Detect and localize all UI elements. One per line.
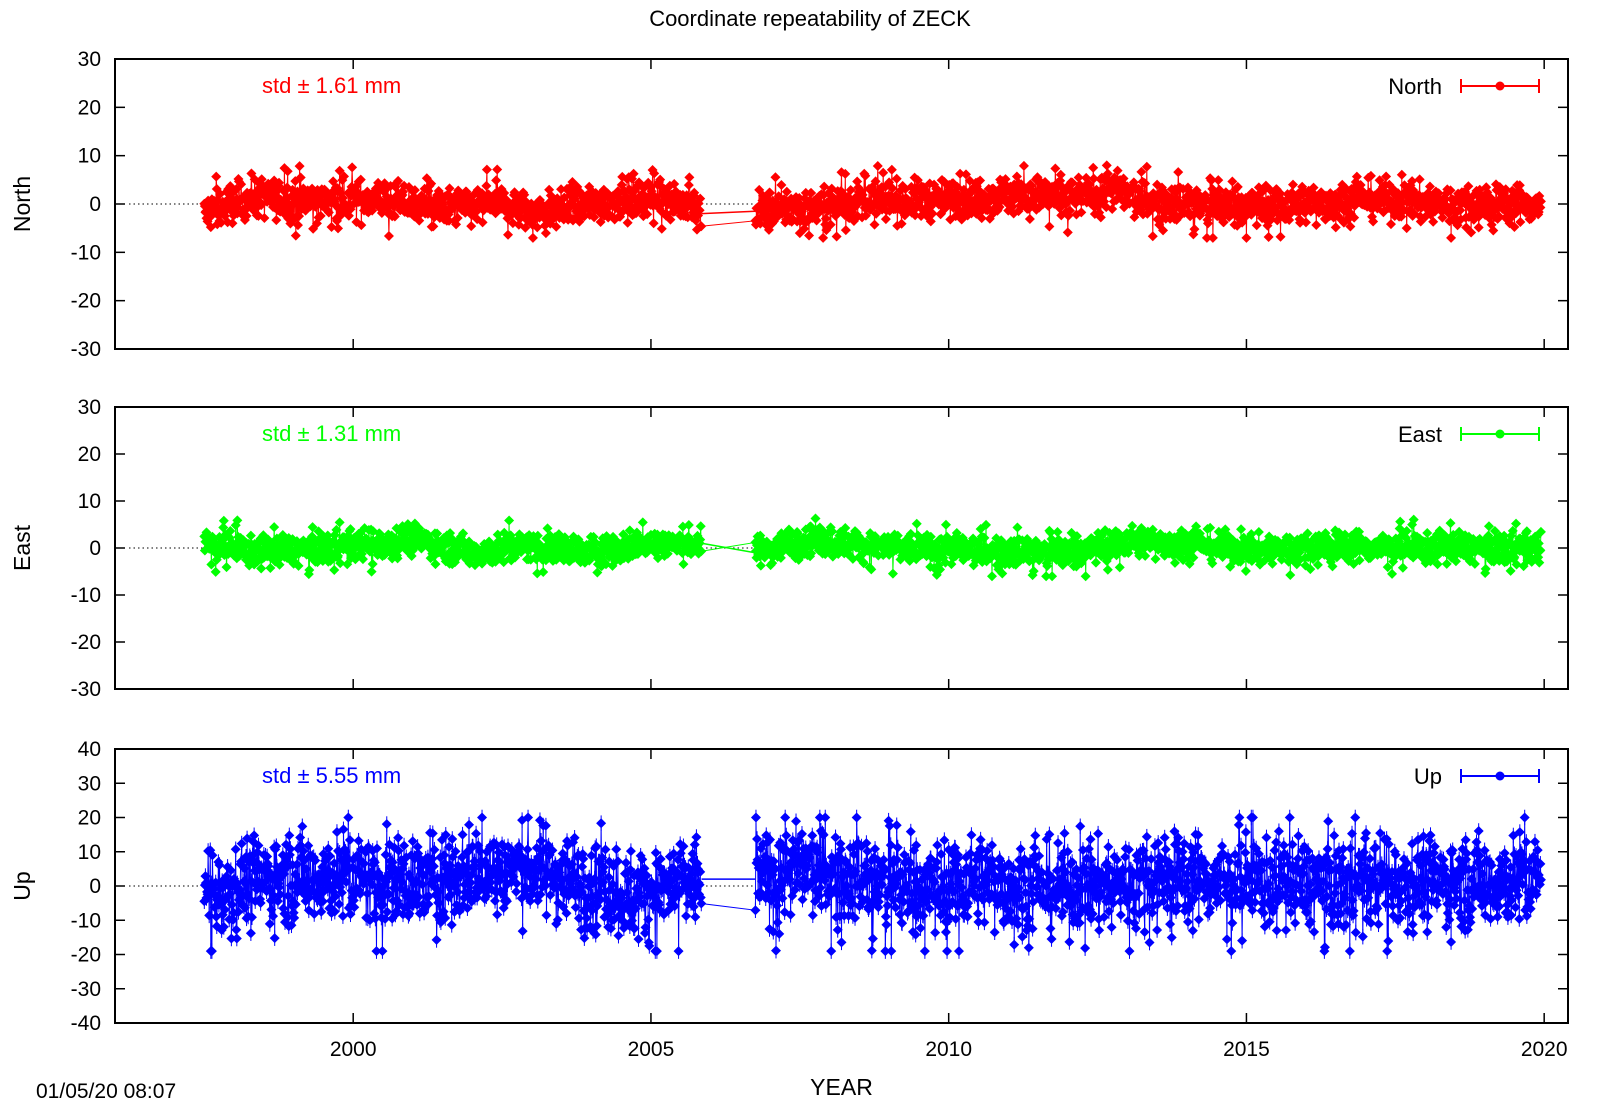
panel-east: 30 20 10 0 -10 -20 -30 East std ± 1.31 mm East (9, 396, 1569, 701)
y-tick-label: 0 (89, 193, 101, 216)
y-tick-label: -10 (71, 584, 101, 607)
y-tick-label: 10 (78, 490, 101, 513)
legend-label: East (1398, 422, 1442, 447)
y-tick-label: 30 (78, 48, 101, 71)
data-point (290, 230, 301, 241)
legend-marker (1495, 81, 1505, 91)
y-axis-label: East (9, 524, 35, 571)
data-point (271, 215, 282, 226)
data-point (383, 231, 394, 242)
data-point (211, 171, 222, 182)
legend-marker (1495, 429, 1505, 439)
data-point (295, 172, 306, 183)
y-tick-label: 20 (78, 96, 101, 119)
y-tick-label: -30 (71, 678, 101, 701)
legend-label: North (1388, 74, 1442, 99)
y-axis-label: North (9, 176, 35, 232)
y-tick-label: -20 (71, 290, 101, 313)
y-tick-label: -30 (71, 338, 101, 361)
data-point (259, 213, 270, 224)
gap-connector-line (701, 210, 756, 215)
std-label: std ± 1.61 mm (262, 73, 401, 98)
y-tick-label: 0 (89, 537, 101, 560)
panel-north: 30 20 10 0 -10 -20 -30 North std ± 1.61 mm North (9, 48, 1569, 361)
y-tick-label: -10 (71, 241, 101, 264)
y-tick-label: 30 (78, 396, 101, 419)
data-point (338, 171, 349, 182)
data-point (216, 217, 227, 228)
chart-title: Coordinate repeatability of ZECK (649, 6, 971, 31)
y-tick-label: 10 (78, 145, 101, 168)
timestamp: 01/05/20 08:07 (36, 1080, 176, 1103)
y-tick-label: 20 (78, 443, 101, 466)
data-series-north (199, 160, 1546, 243)
data-series-east (199, 513, 1546, 582)
std-label: std ± 1.31 mm (262, 421, 401, 446)
data-point (347, 162, 358, 173)
y-tick-label: -20 (71, 631, 101, 654)
